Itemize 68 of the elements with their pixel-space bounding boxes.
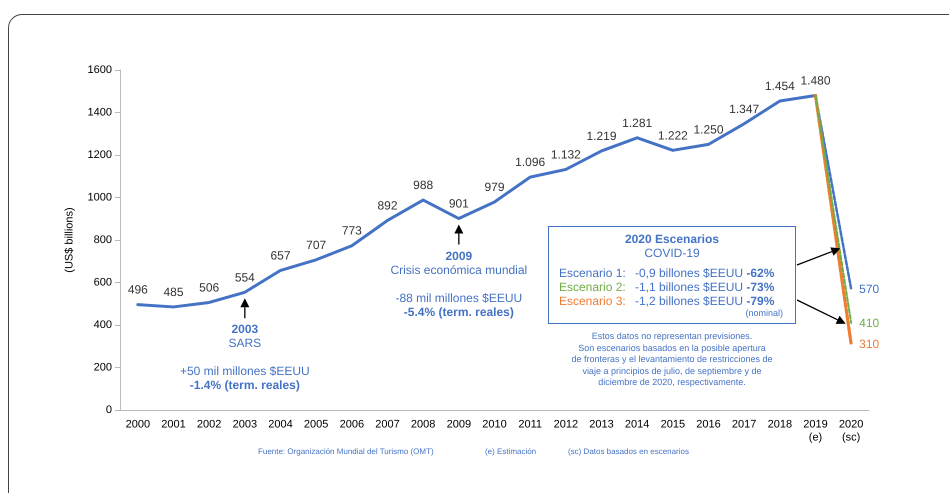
data-label: 1.250 (693, 122, 724, 136)
data-label: 570 (859, 282, 880, 296)
y-tick-label: 1200 (88, 149, 112, 161)
x-tick-label: 2014 (624, 418, 650, 430)
y-tick-label: 800 (94, 234, 112, 246)
data-label: 1.454 (764, 79, 796, 94)
data-label: 988 (413, 178, 434, 192)
y-tick-label: 1000 (88, 192, 112, 204)
x-tick-label: 2016 (696, 418, 721, 430)
x-tick-label: 2004 (268, 418, 293, 430)
data-label: 496 (128, 282, 148, 297)
y-tick-label: 600 (94, 276, 112, 288)
text: Escenario 1: (559, 266, 627, 280)
data-label: 1.132 (550, 147, 582, 162)
x-tick-label: 2012 (554, 418, 578, 430)
x-tick-label: 2017 (732, 418, 756, 430)
annotation: -0,9 billones $EEUU -62% (635, 266, 774, 280)
data-label: 892 (377, 198, 398, 212)
data-label: 1.281 (622, 116, 653, 130)
annotation: (nominal) (744, 308, 784, 319)
data-label: 1.347 (729, 102, 760, 116)
text: Escenario 2: (559, 280, 627, 294)
x-tick-label: 2001 (161, 418, 186, 430)
data-label: 979 (484, 180, 505, 194)
data-label: 1.219 (586, 128, 617, 143)
annotation: Estos datos no representan previsiones. Son escenarios basados en la posible apertura de fronteras y el levantamiento de restricciones de viaje a principios de julio, de septiembre y de diciembre de 2020, respectivamente. (570, 331, 774, 388)
x-tick-label: 2005 (304, 418, 328, 430)
data-label: 707 (306, 238, 326, 252)
text: Escenario 3: (559, 294, 627, 308)
x-tick-label: 2006 (340, 418, 364, 430)
legend-title: 2020 Escenarios (624, 232, 720, 246)
data-label: 485 (163, 284, 184, 299)
y-tick-label: 400 (94, 319, 112, 331)
text: (sc) Datos basados en escenarios (568, 446, 689, 458)
x-tick-label: 2009 (446, 418, 472, 430)
text: (e) Estimación (485, 446, 536, 458)
annotation: -1,2 billones $EEUU -79% (635, 294, 774, 308)
x-tick-label: 2018 (768, 418, 792, 430)
data-label: 554 (234, 270, 256, 284)
x-tick-label: 2007 (375, 418, 400, 430)
x-tick-label: 2010 (482, 418, 507, 430)
y-tick-label: 1400 (88, 106, 112, 118)
annotation: 2003 SARS +50 mil millones $EEUU -1.4% (term. reales) (178, 322, 311, 392)
y-axis-title: (US$ billions) (64, 207, 76, 273)
data-label: 901 (448, 196, 470, 211)
data-label: 310 (859, 337, 880, 352)
data-label: 1.222 (658, 128, 688, 142)
y-tick-label: 1600 (88, 64, 112, 76)
x-tick-label: 2002 (196, 418, 222, 430)
data-label: 1.096 (515, 155, 546, 170)
y-tick-label: 0 (106, 404, 112, 416)
x-tick-label: 2013 (589, 418, 614, 430)
x-tick-label: 2008 (410, 418, 436, 430)
x-tick-label: 2000 (126, 418, 150, 430)
source-note: Fuente: Organización Mundial del Turismo (OMT) (258, 446, 434, 458)
y-tick-label: 200 (94, 362, 112, 374)
data-label: 410 (859, 316, 880, 330)
data-label: 773 (342, 224, 362, 238)
x-tick-label: 2015 (660, 418, 686, 430)
x-tick-label: 2019 (e) (803, 418, 828, 444)
data-label: 657 (270, 248, 291, 262)
annotation: COVID-19 (643, 246, 701, 260)
x-tick-label: 2011 (518, 418, 542, 430)
x-tick-label: 2003 (232, 418, 258, 430)
x-tick-label: 2020 (sc) (838, 418, 864, 444)
data-label: 1.480 (800, 74, 831, 88)
annotation: -1,1 billones $EEUU -73% (635, 280, 774, 294)
data-label: 506 (199, 280, 220, 294)
